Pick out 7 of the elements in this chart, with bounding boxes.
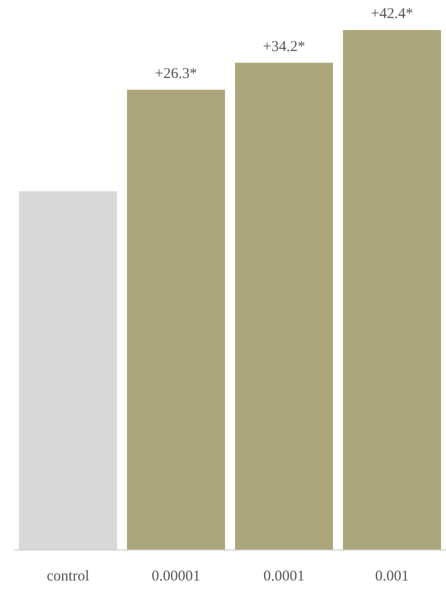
x-tick-label: 0.001 [375,568,409,585]
annotation: +26.3* [154,66,198,82]
x-tick-label: control [46,568,90,585]
annotation: +42.4* [370,6,414,22]
x-tick-label: 0.00001 [152,568,200,585]
annotation: +34.2* [262,38,306,55]
x-tick-label: 0.0001 [263,568,305,585]
